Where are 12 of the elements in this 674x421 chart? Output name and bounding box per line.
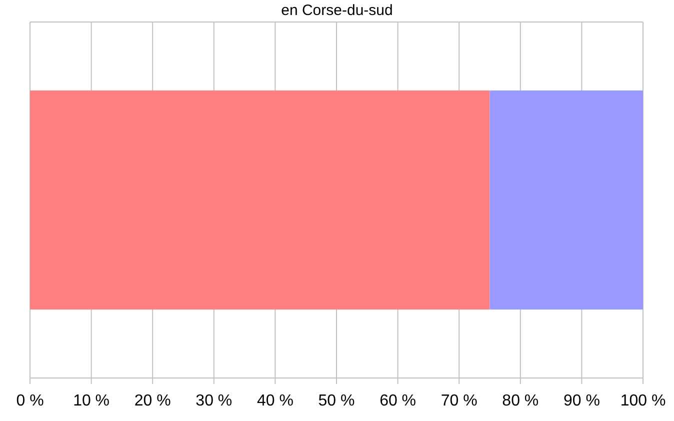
x-tick-label: 70 %	[440, 392, 478, 410]
x-tick-label: 90 %	[563, 392, 600, 410]
x-tick-label: 40 %	[256, 392, 294, 410]
chart-title: en Corse-du-sud	[281, 2, 393, 19]
x-tick-label: 100 %	[620, 392, 666, 410]
x-tick-label: 20 %	[134, 392, 171, 410]
x-tick-label: 80 %	[502, 392, 539, 410]
x-tick-label: 30 %	[196, 392, 232, 410]
x-tick-label: 10 %	[73, 392, 110, 410]
x-tick-label: 50 %	[318, 392, 355, 410]
x-tick-label: 0 %	[16, 392, 44, 410]
x-tick-label: 60 %	[380, 392, 416, 410]
